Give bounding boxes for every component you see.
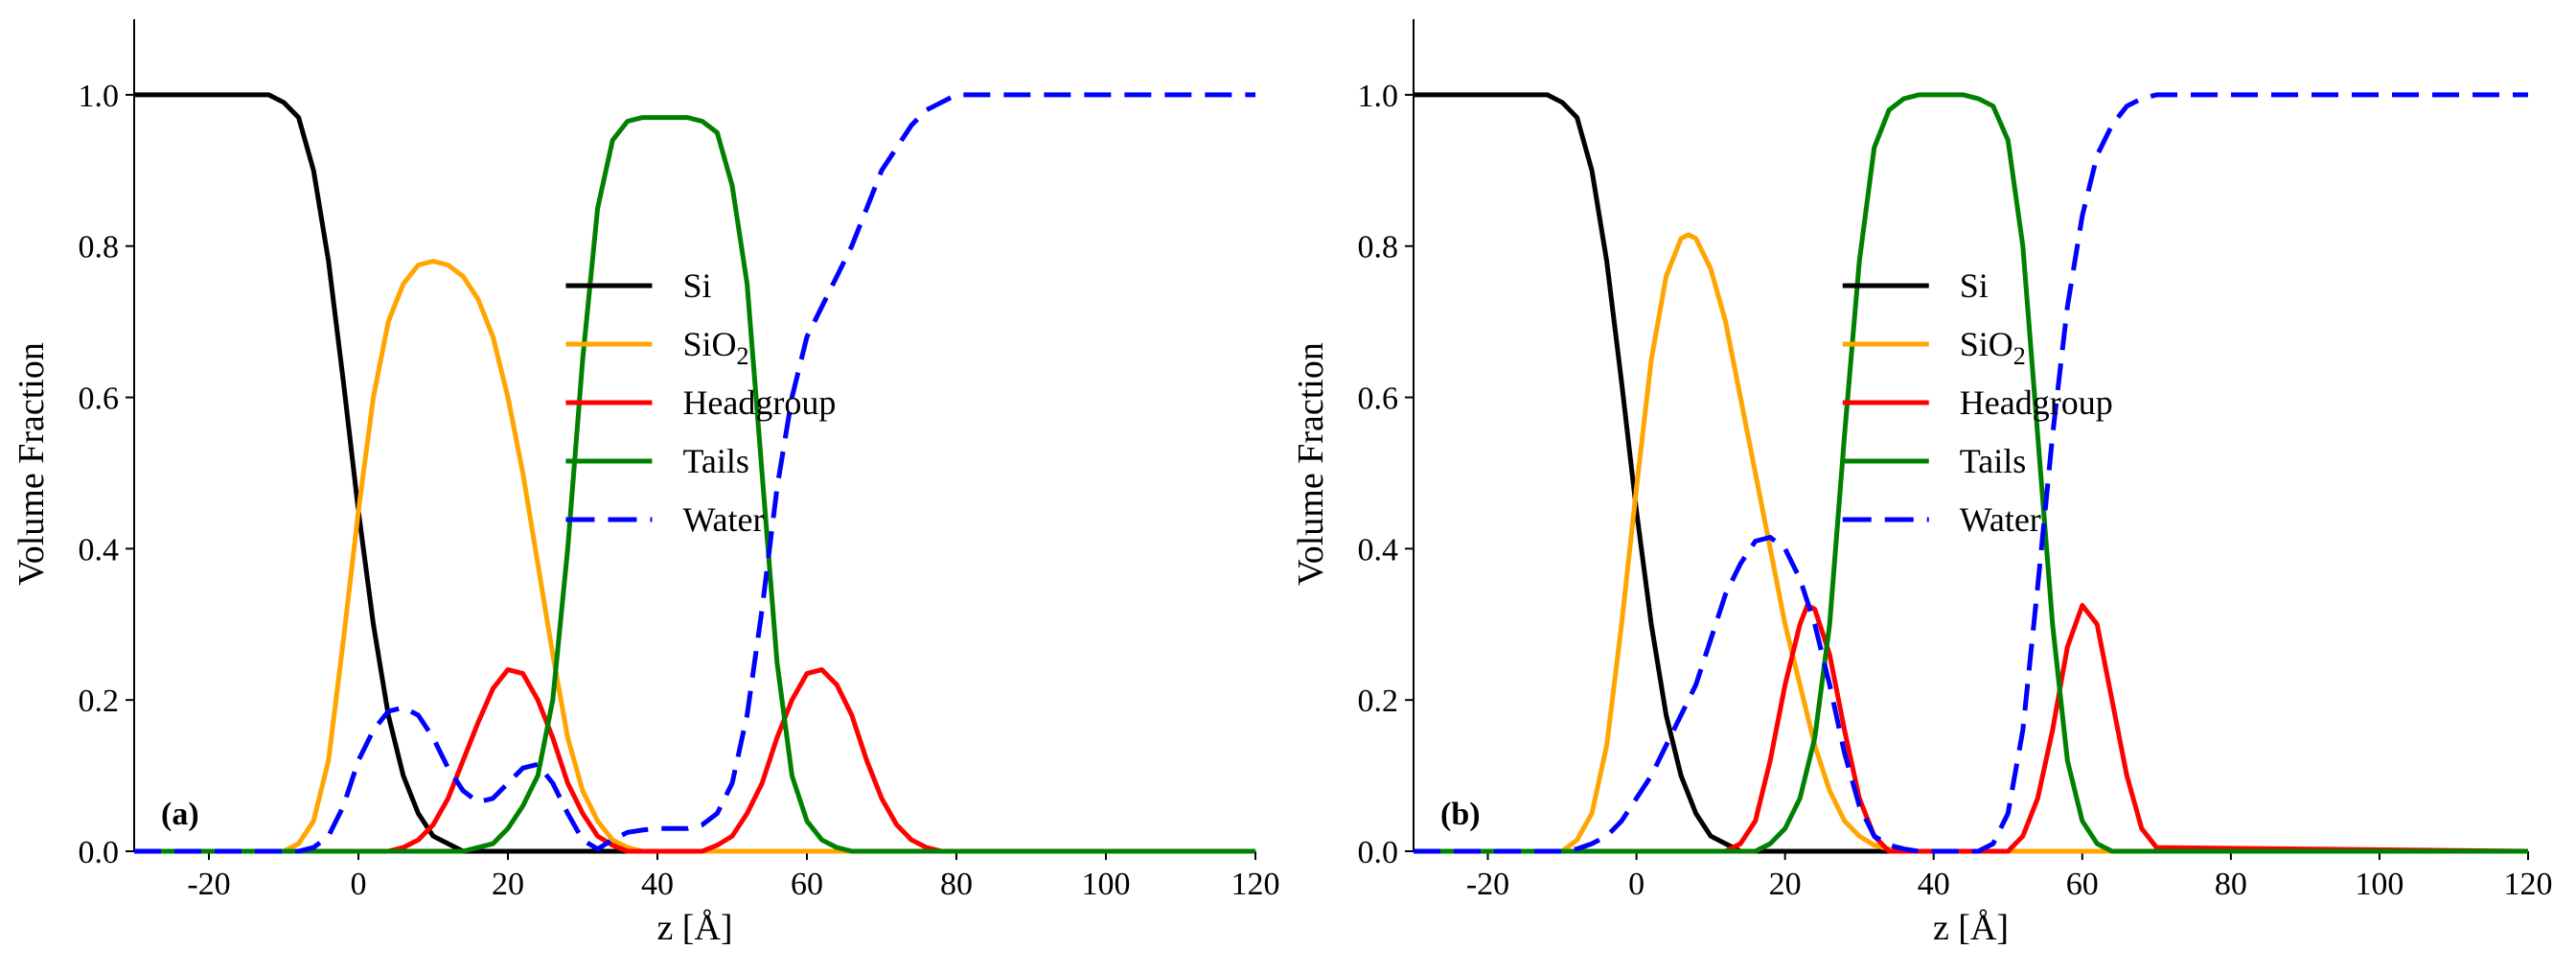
x-tick-label: 20	[1769, 867, 1802, 902]
x-tick-label: 60	[2066, 867, 2099, 902]
legend-label-tails: Tails	[1960, 442, 2026, 480]
y-tick-label: 0.6	[1358, 382, 1399, 417]
chart-panel-2: -20 0 20 40 60 80 100 120 0.0 0.2 0.4 0.6 0.8 1.0 z [Å…	[1291, 19, 2553, 948]
x-tick-label: 80	[2215, 867, 2247, 902]
x-tick-label: 100	[1082, 867, 1131, 902]
x-tick-label: 100	[2355, 867, 2404, 902]
y-tick-label: 0.8	[79, 230, 120, 266]
panel-label: (a)	[161, 797, 199, 832]
y-tick-label: 1.0	[1358, 79, 1399, 114]
series-line-sio2	[1414, 232, 2528, 854]
x-tick-label: 80	[940, 867, 973, 902]
y-tick-label: 0.6	[79, 382, 120, 417]
series-line-headgroup	[1414, 603, 2529, 854]
series-line-sio2	[134, 259, 1255, 854]
series-line-si	[1414, 92, 2528, 854]
y-tick-label: 1.0	[79, 79, 120, 114]
legend-label-sio2: SiO2	[682, 325, 748, 370]
x-tick-label: 0	[351, 867, 367, 902]
x-axis-label: z [Å]	[1933, 908, 2009, 948]
y-tick-label: 0.2	[1358, 683, 1399, 719]
legend-label-si: Si	[1960, 266, 1989, 305]
series-line-si	[134, 92, 1255, 854]
legend-label-headgroup: Headgroup	[1960, 383, 2113, 422]
y-axis-label: Volume Fraction	[12, 342, 52, 586]
y-tick-label: 0.8	[1358, 230, 1399, 266]
series-line-headgroup	[134, 667, 1255, 854]
x-tick-label: -20	[187, 867, 230, 902]
x-tick-label: 60	[791, 867, 823, 902]
legend-label-water: Water	[1960, 500, 2041, 539]
x-axis-label: z [Å]	[656, 908, 732, 948]
y-tick-label: 0.4	[79, 532, 120, 568]
x-tick-label: 120	[1231, 867, 1280, 902]
legend-label-sio2: SiO2	[1960, 325, 2026, 370]
x-tick-label: 40	[641, 867, 674, 902]
series-line-tails	[134, 115, 1255, 854]
legend-label-tails: Tails	[682, 442, 748, 480]
x-tick-label: 20	[492, 867, 524, 902]
y-tick-label: 0.0	[1358, 835, 1399, 870]
y-tick-label: 0.4	[1358, 532, 1399, 568]
x-tick-label: 40	[1918, 867, 1950, 902]
y-tick-label: 0.2	[79, 683, 120, 719]
legend-label-water: Water	[682, 500, 764, 539]
legend-label-headgroup: Headgroup	[682, 383, 836, 422]
x-tick-label: 0	[1628, 867, 1644, 902]
x-tick-label: -20	[1466, 867, 1509, 902]
series-line-water	[1414, 92, 2528, 854]
x-tick-label: 120	[2504, 867, 2553, 902]
y-axis-label: Volume Fraction	[1291, 342, 1331, 586]
legend-label-si: Si	[682, 266, 711, 305]
y-tick-label: 0.0	[79, 835, 120, 870]
panel-label: (b)	[1440, 797, 1481, 832]
series-line-tails	[1414, 92, 2528, 854]
chart-panel-1: -20 0 20 40 60 80 100 120 0.0 0.2 0.4 0.6 0.8 1.0 z [Å…	[12, 19, 1280, 948]
